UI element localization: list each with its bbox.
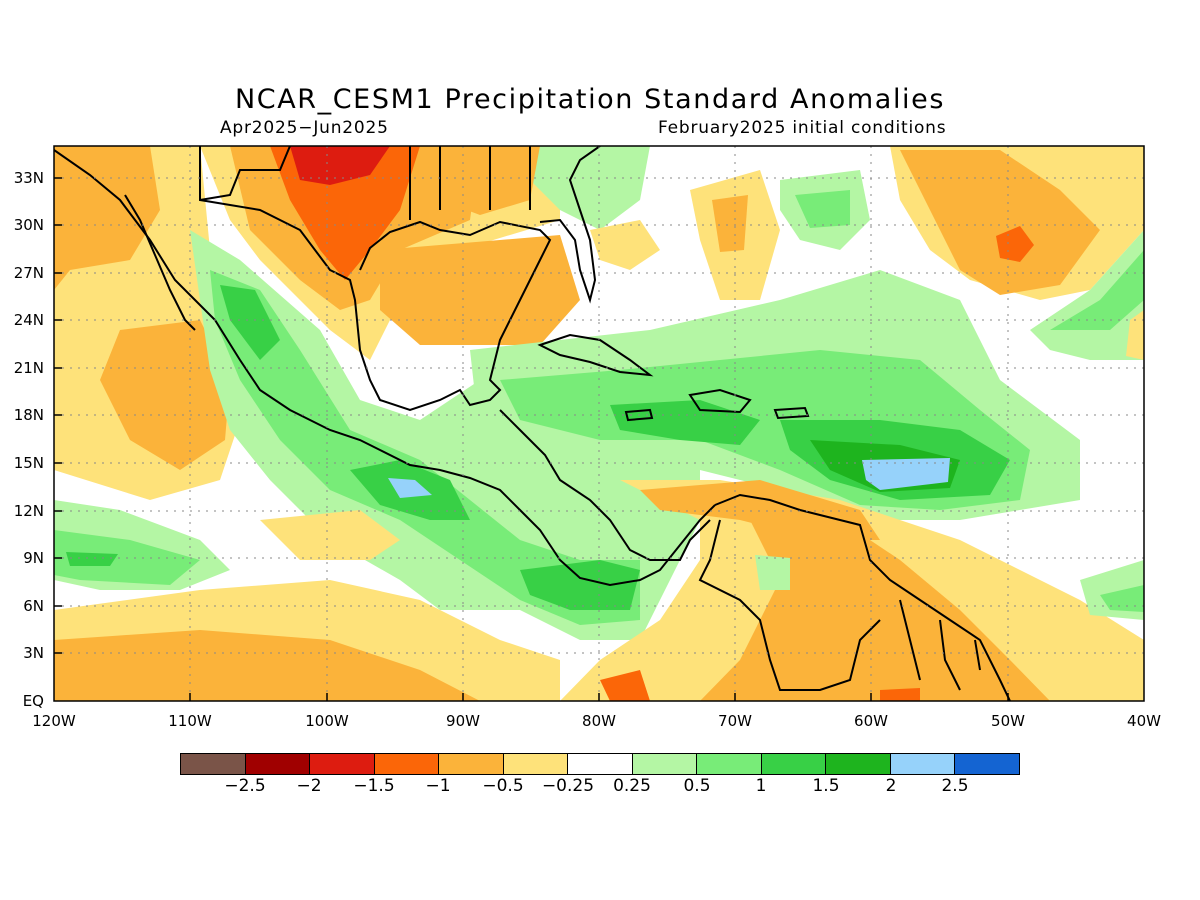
pacific-moist-band [190, 230, 700, 640]
legend-tick-7: 0.25 [613, 776, 651, 796]
legend-tick-2: −2 [296, 776, 322, 796]
map-title: NCAR_CESM1 Precipitation Standard Anomal… [234, 84, 946, 115]
texas-core-dry-area [290, 146, 390, 185]
hispaniola-coastline [688, 388, 752, 414]
legend-swatch-6 [503, 754, 569, 774]
lat-label-33n: 33N [13, 169, 44, 187]
legend-tick-4: −1 [425, 776, 451, 796]
legend-swatch-13 [955, 754, 1019, 774]
legend-swatch-3 [310, 754, 375, 774]
central-america-caribbean-coast [499, 409, 711, 561]
forecast-period: Apr2025−Jun2025 [220, 118, 389, 138]
legend-tick-9: 1 [755, 776, 767, 796]
lon-label-120w: 120W [32, 712, 76, 730]
venezuela-colombia-border [698, 519, 881, 691]
legend-tick-3: −1.5 [353, 776, 395, 796]
lon-label-70w: 70W [718, 712, 752, 730]
lat-label-3n: 3N [23, 644, 44, 662]
gulf-coastline [199, 146, 552, 412]
lon-label-90w: 90W [446, 712, 480, 730]
lat-label-18n: 18N [13, 406, 44, 424]
lat-label-27n: 27N [13, 264, 44, 282]
legend-tick-8: 0.5 [683, 776, 711, 796]
gulf-dry-area [380, 235, 580, 345]
cuba-coastline [537, 333, 654, 377]
east-atlantic-moist-core [1100, 585, 1144, 612]
panama-moist-core [520, 560, 640, 610]
color-legend [180, 753, 1020, 775]
legend-tick-10: 1.5 [812, 776, 840, 796]
lat-label-30n: 30N [13, 216, 44, 234]
legend-swatch-1 [181, 754, 246, 774]
lon-label-80w: 80W [582, 712, 616, 730]
legend-tick-12: 2.5 [941, 776, 969, 796]
us-mexico-border [199, 146, 291, 201]
lon-label-110w: 110W [168, 712, 212, 730]
mexico-pacific-coastline [54, 149, 716, 587]
lon-label-100w: 100W [305, 712, 349, 730]
legend-swatch-2 [245, 754, 311, 774]
atlantic-mid-moist-inner [795, 190, 850, 228]
axis-ticks [54, 177, 1009, 701]
pacific-moist-peak [388, 478, 432, 498]
legend-swatch-5 [439, 754, 504, 774]
southeast-us-moist [530, 146, 650, 230]
legend-tick-11: 2 [885, 776, 897, 796]
guianas-borders [899, 599, 981, 691]
equatorial-pacific-orange [54, 630, 480, 701]
colombia-dry-core [600, 670, 650, 701]
far-west-pacific-moist-core [66, 552, 118, 566]
south-america-orange-area [700, 500, 1050, 701]
caribbean-moist-peak [862, 458, 950, 490]
legend-swatch-7 [568, 754, 633, 774]
legend-swatch-4 [374, 754, 440, 774]
legend-tick-1: −2.5 [224, 776, 266, 796]
lon-label-60w: 60W [854, 712, 888, 730]
northern-coast-orange-band [640, 480, 880, 540]
jamaica-coastline [624, 408, 654, 422]
lat-label-6n: 6N [23, 597, 44, 615]
lat-label-15n: 15N [13, 454, 44, 472]
guiana-dry-core [880, 688, 920, 701]
legend-tick-5: −0.5 [482, 776, 524, 796]
atlantic-north-orange [900, 150, 1100, 295]
lat-label-eq: EQ [22, 692, 44, 710]
lon-label-50w: 50W [991, 712, 1025, 730]
legend-swatch-12 [890, 754, 956, 774]
lat-label-21n: 21N [13, 359, 44, 377]
florida-dry-patch [590, 220, 660, 270]
pacific-dry-patch [260, 510, 400, 560]
south-america-north-coast [714, 493, 1011, 701]
atlantic-east-moist-inner [1050, 250, 1144, 330]
lat-label-12n: 12N [13, 502, 44, 520]
coastlines [54, 146, 1011, 701]
atlantic-east-dry-strip [1126, 310, 1144, 360]
legend-tick-6: −0.25 [541, 776, 595, 796]
initial-conditions: February2025 initial conditions [658, 118, 947, 138]
atlantic-sub-dry-core [712, 195, 748, 252]
venezuela-moist-spot [755, 555, 790, 590]
legend-swatch-8 [632, 754, 698, 774]
mexico-moist-core [220, 285, 280, 360]
lon-label-40w: 40W [1127, 712, 1161, 730]
gridlines [54, 146, 1144, 701]
baja-california-coastline [124, 194, 196, 331]
legend-swatch-10 [761, 754, 827, 774]
puerto-rico-coastline [773, 406, 810, 420]
atlantic-north-dry-core [996, 226, 1034, 262]
legend-swatch-11 [826, 754, 891, 774]
lat-label-9n: 9N [23, 549, 44, 567]
anomaly-field [54, 146, 1144, 701]
florida-coastline [539, 146, 601, 304]
lat-label-24n: 24N [13, 311, 44, 329]
mexico-west-orange-area [54, 146, 160, 290]
legend-swatch-9 [697, 754, 762, 774]
pacific-west-orange-area [100, 320, 230, 470]
